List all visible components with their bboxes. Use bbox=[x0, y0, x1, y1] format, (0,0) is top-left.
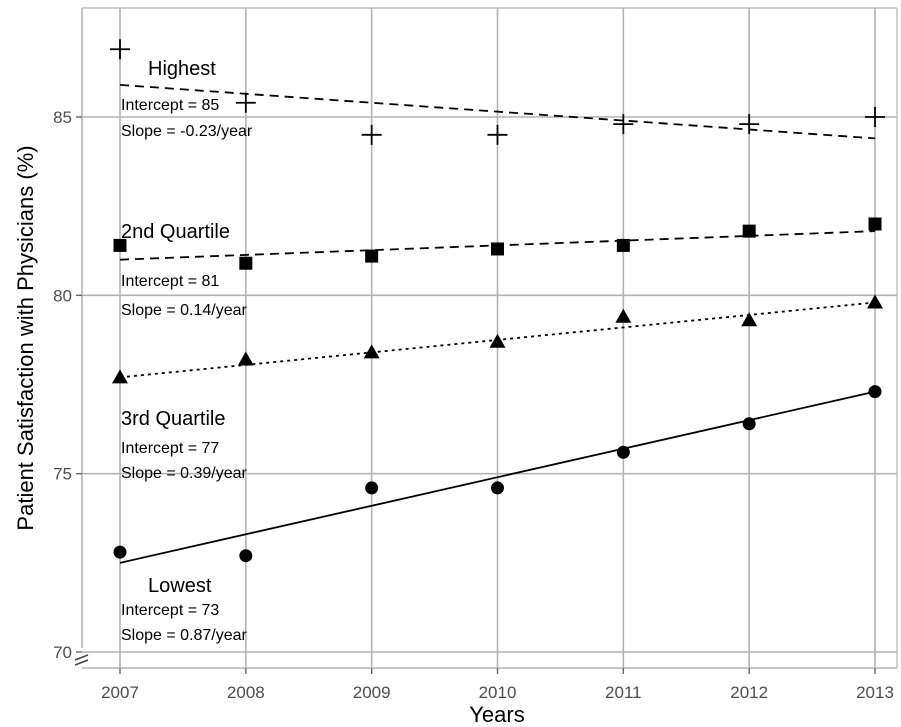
axis-break-mark-1 bbox=[74, 654, 89, 661]
point-3rd-quartile-2012 bbox=[741, 312, 758, 327]
x-tick-label-2011: 2011 bbox=[605, 683, 642, 702]
annotation-name-lowest: Lowest bbox=[148, 575, 212, 597]
point-highest-2012 bbox=[739, 114, 760, 135]
y-axis-title: Patient Satisfaction with Physicians (%) bbox=[13, 145, 38, 530]
annotation-name-2nd-quartile: 2nd Quartile bbox=[121, 221, 230, 243]
y-tick-label-70: 70 bbox=[53, 643, 72, 662]
y-tick-label-85: 85 bbox=[53, 108, 72, 127]
annotation-slope-3rd-quartile: Slope = 0.39/year bbox=[121, 465, 248, 482]
data-points bbox=[110, 39, 885, 563]
y-tick-label-75: 75 bbox=[53, 465, 72, 484]
point-3rd-quartile-2008 bbox=[237, 351, 254, 366]
point-2nd-quartile-2008 bbox=[239, 256, 253, 270]
annotation-name-highest: Highest bbox=[148, 58, 216, 80]
point-2nd-quartile-2010 bbox=[491, 242, 504, 256]
grid bbox=[82, 8, 897, 668]
annotation-slope-lowest: Slope = 0.87/year bbox=[121, 627, 248, 644]
point-lowest-2012 bbox=[742, 417, 756, 431]
point-3rd-quartile-2013 bbox=[867, 294, 883, 309]
y-tick-label-80: 80 bbox=[53, 286, 72, 305]
point-highest-2010 bbox=[487, 124, 508, 145]
axis-break-mark-2 bbox=[74, 659, 89, 666]
x-tick-label-2013: 2013 bbox=[856, 683, 894, 702]
point-3rd-quartile-2010 bbox=[489, 333, 506, 348]
annotation-slope-2nd-quartile: Slope = 0.14/year bbox=[121, 302, 248, 319]
x-tick-label-2007: 2007 bbox=[101, 683, 139, 702]
point-highest-2009 bbox=[361, 124, 382, 145]
annotation-name-3rd-quartile: 3rd Quartile bbox=[121, 408, 226, 430]
point-2nd-quartile-2013 bbox=[868, 217, 882, 231]
point-highest-2007 bbox=[110, 39, 130, 60]
x-tick-label-2012: 2012 bbox=[730, 683, 768, 702]
x-tick-label-2009: 2009 bbox=[353, 683, 391, 702]
annotation-intercept-3rd-quartile: Intercept = 77 bbox=[121, 440, 219, 457]
annotation-intercept-highest: Intercept = 85 bbox=[121, 97, 219, 114]
axes bbox=[74, 7, 898, 674]
point-2nd-quartile-2009 bbox=[365, 249, 379, 263]
x-axis-title: Years bbox=[469, 702, 524, 727]
point-3rd-quartile-2009 bbox=[363, 344, 380, 359]
x-tick-label-2008: 2008 bbox=[227, 683, 265, 702]
point-2nd-quartile-2012 bbox=[742, 224, 756, 238]
point-lowest-2011 bbox=[616, 445, 630, 459]
tick-labels: 2007 2008 2009 2010 2011 2012 2013 70 75 80 85 bbox=[53, 108, 894, 702]
point-2nd-quartile-2007 bbox=[113, 238, 127, 252]
x-tick-label-2010: 2010 bbox=[479, 683, 517, 702]
point-lowest-2013 bbox=[868, 385, 882, 399]
annotation-intercept-2nd-quartile: Intercept = 81 bbox=[121, 273, 219, 290]
point-highest-2013 bbox=[865, 107, 885, 127]
annotation-intercept-lowest: Intercept = 73 bbox=[121, 602, 219, 619]
point-lowest-2008 bbox=[239, 549, 253, 563]
annotation-slope-highest: Slope = -0.23/year bbox=[121, 123, 253, 140]
point-lowest-2009 bbox=[365, 481, 379, 495]
point-2nd-quartile-2011 bbox=[616, 238, 630, 252]
series-annotations: Highest Intercept = 85 Slope = -0.23/year 2… bbox=[121, 58, 253, 644]
point-lowest-2010 bbox=[491, 481, 504, 495]
point-lowest-2007 bbox=[113, 545, 127, 559]
point-3rd-quartile-2011 bbox=[615, 308, 632, 323]
point-highest-2011 bbox=[613, 114, 634, 135]
point-3rd-quartile-2007 bbox=[112, 369, 128, 384]
point-highest-2008 bbox=[235, 92, 256, 113]
